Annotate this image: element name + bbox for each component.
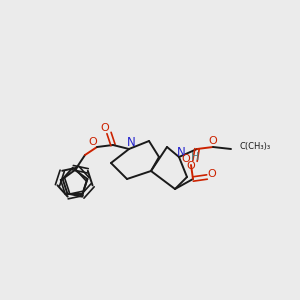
Text: O: O (100, 123, 109, 133)
Text: H: H (191, 152, 199, 162)
Text: O: O (88, 137, 98, 147)
Text: O: O (182, 154, 190, 164)
Text: O: O (187, 161, 195, 171)
Text: C(CH₃)₃: C(CH₃)₃ (239, 142, 270, 152)
Text: O: O (208, 169, 216, 179)
Text: O: O (208, 136, 217, 146)
Text: N: N (177, 146, 185, 158)
Text: N: N (127, 136, 135, 149)
